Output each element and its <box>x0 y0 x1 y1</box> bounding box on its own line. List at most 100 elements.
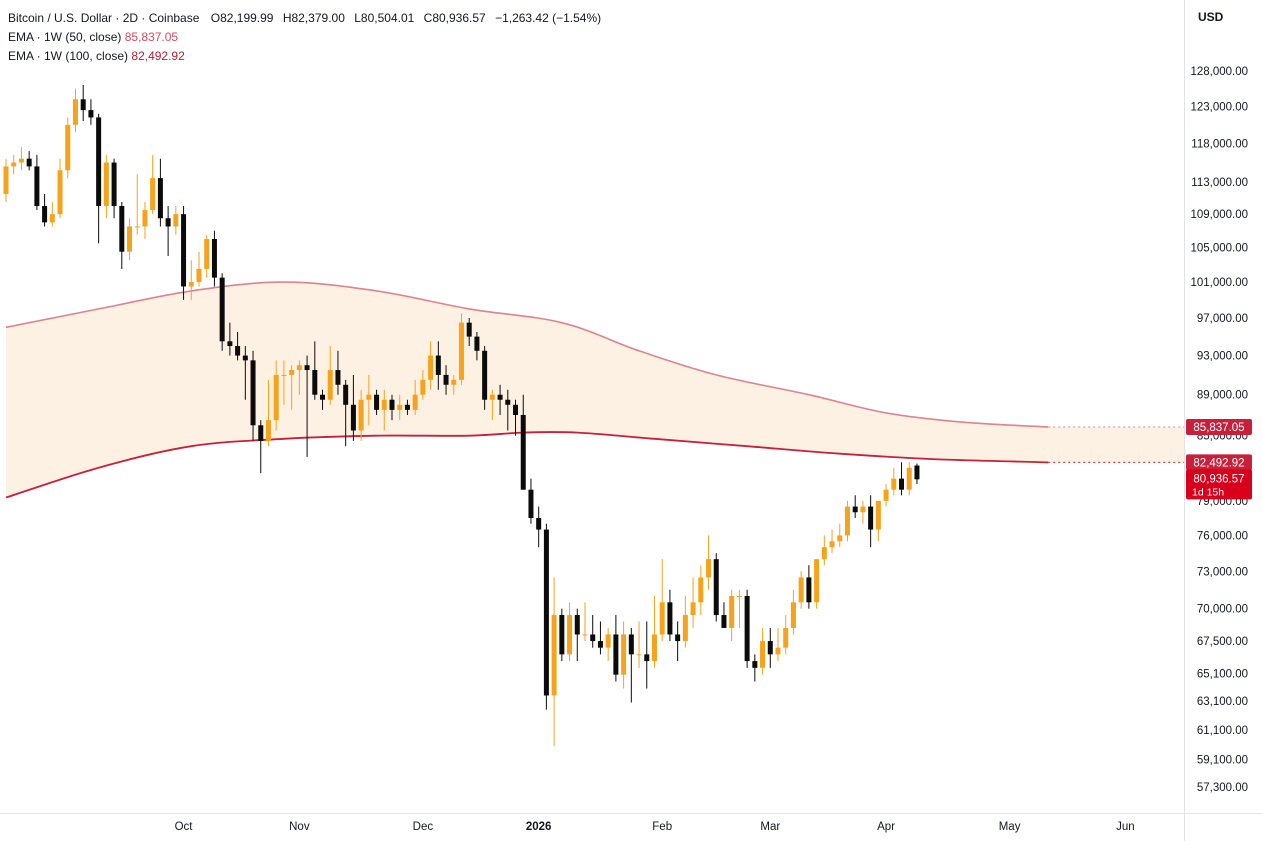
candle-body <box>26 158 32 167</box>
candle-up <box>605 627 611 662</box>
candle-body <box>590 634 596 642</box>
ema50-row[interactable]: EMA · 1W (50, close) 85,837.05 <box>8 28 601 47</box>
candle-body <box>18 158 24 163</box>
price-tick-label: 57,300.00 <box>1197 782 1248 794</box>
candle-up <box>489 389 495 421</box>
candle-up <box>49 201 55 227</box>
candle-up <box>860 500 866 524</box>
candle-body <box>682 615 688 642</box>
candle-down <box>474 331 480 361</box>
candle-down <box>721 602 727 628</box>
candle-down <box>250 350 256 441</box>
price-tick-label: 123,000.00 <box>1190 101 1248 113</box>
candle-down <box>443 365 449 395</box>
candle-body <box>350 404 356 431</box>
ema-band <box>6 282 1184 498</box>
candle-up <box>636 621 642 668</box>
candle-body <box>767 641 773 655</box>
price-tick-label: 63,100.00 <box>1197 696 1248 708</box>
time-tick-label: Apr <box>877 821 895 833</box>
candle-body <box>204 239 210 269</box>
candle-up <box>698 565 704 616</box>
candle-down <box>111 158 117 219</box>
ema-badge-bg <box>1186 454 1252 471</box>
candle-up <box>142 201 148 240</box>
candle-body <box>497 394 503 400</box>
candle-body <box>891 478 897 490</box>
candle-body <box>49 214 55 223</box>
open-label: O <box>210 11 221 25</box>
candle-body <box>536 517 542 530</box>
price-axis[interactable]: 128,000.00 123,000.00 118,000.00 113,000.00… <box>1190 66 1248 794</box>
time-tick-label: Oct <box>175 821 194 833</box>
candle-body <box>281 374 287 376</box>
time-axis[interactable]: Oct Nov Dec 2026 Feb Mar Apr May Jun <box>175 821 1135 833</box>
candle-body <box>505 399 511 405</box>
candle-body <box>597 641 603 648</box>
candle-body <box>651 634 657 662</box>
candle-down <box>628 627 634 703</box>
candle-up <box>783 615 789 655</box>
candle-down <box>536 506 542 548</box>
candle-body <box>551 615 557 696</box>
candle-body <box>852 506 858 513</box>
price-tick-label: 93,000.00 <box>1197 351 1248 363</box>
ema100-row[interactable]: EMA · 1W (100, close) 82,492.92 <box>8 47 601 66</box>
candle-body <box>860 506 866 513</box>
high-value: 82,379.00 <box>291 11 345 25</box>
candle-up <box>582 602 588 642</box>
price-tick-label: 89,000.00 <box>1197 390 1248 402</box>
candle-up <box>204 234 210 278</box>
candle-body <box>698 577 704 603</box>
close-value: 80,936.57 <box>432 11 486 25</box>
candle-body <box>211 239 217 278</box>
open-value: 82,199.99 <box>220 11 274 25</box>
candle-up <box>706 535 712 590</box>
candle-body <box>397 404 403 410</box>
candle-up <box>837 523 843 548</box>
candle-body <box>806 577 812 603</box>
ema50-price-badge: 85,837.05 <box>1186 418 1252 435</box>
candle-down <box>574 608 580 662</box>
candle-up <box>798 571 804 609</box>
ema50-label: EMA · 1W (50, close) <box>8 30 122 44</box>
candle-down <box>744 589 750 668</box>
candle-body <box>11 162 17 167</box>
candle-body <box>729 596 735 628</box>
candle-body <box>96 117 102 207</box>
candle-up <box>891 467 897 496</box>
currency-label[interactable]: USD <box>1198 10 1224 24</box>
candle-up <box>72 88 78 133</box>
candle-body <box>103 162 109 207</box>
candle-down <box>96 113 102 244</box>
candle-body <box>443 374 449 385</box>
candle-body <box>188 282 194 287</box>
candle-body <box>605 634 611 648</box>
candle-down <box>26 151 32 171</box>
symbol-title[interactable]: Bitcoin / U.S. Dollar · 2D · Coinbase <box>8 11 200 25</box>
candle-body <box>111 162 117 207</box>
candle-down <box>543 523 549 710</box>
candle-down <box>88 99 94 125</box>
candle-up <box>296 360 302 395</box>
candle-down <box>667 589 673 642</box>
candle-down <box>242 346 248 400</box>
candle-up <box>682 596 688 648</box>
candle-body <box>420 379 426 395</box>
candle-up <box>3 158 9 202</box>
price-badge-value: 80,936.57 <box>1193 473 1244 485</box>
candle-up <box>196 251 202 287</box>
candle-body <box>520 414 526 490</box>
ema100-value: 82,492.92 <box>131 49 185 63</box>
candle-body <box>312 370 318 395</box>
candle-up <box>103 154 109 219</box>
candle-up <box>366 374 372 426</box>
candle-down <box>165 206 171 256</box>
candle-down <box>752 654 758 682</box>
candle-down <box>513 399 519 436</box>
candle-body <box>181 214 187 287</box>
candle-up <box>451 374 457 395</box>
close-label: C <box>423 11 433 25</box>
candle-body <box>451 379 457 385</box>
